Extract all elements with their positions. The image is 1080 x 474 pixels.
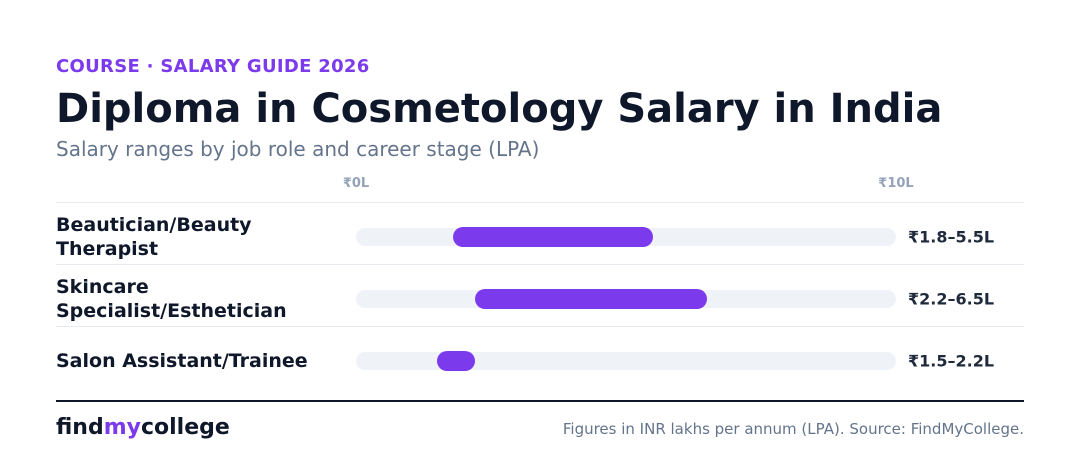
chart-title: Diploma in Cosmetology Salary in India: [56, 86, 943, 132]
range-bar: [474, 289, 707, 309]
separator: [56, 202, 1024, 203]
brand-part: college: [140, 415, 230, 440]
value-label: ₹1.5–2.2L: [908, 351, 995, 371]
category-label: Beautician/Beauty Therapist: [56, 214, 252, 260]
range-bar: [437, 351, 475, 371]
footnote: Figures in INR lakhs per annum (LPA). So…: [562, 420, 1024, 438]
value-label: ₹2.2–6.5L: [908, 289, 995, 309]
value-label: ₹1.8–5.5L: [908, 227, 995, 247]
footer-rule: [56, 400, 1024, 402]
bar-track: [356, 352, 896, 370]
category-label: Salon Assistant/Trainee: [56, 350, 308, 372]
chart-subtitle: Salary ranges by job role and career sta…: [56, 137, 540, 161]
eyebrow: COURSE · SALARY GUIDE 2026: [56, 56, 370, 77]
category-label: Skincare Specialist/Esthetician: [56, 276, 287, 322]
brand-part: my: [103, 415, 141, 440]
brand-part: find: [56, 415, 104, 440]
separator: [56, 326, 1024, 327]
range-bar: [453, 227, 653, 247]
separator: [56, 264, 1024, 265]
x-tick-label: ₹0L: [342, 176, 370, 191]
x-tick-label: ₹10L: [878, 176, 914, 191]
brand: findmycollege: [56, 415, 230, 440]
